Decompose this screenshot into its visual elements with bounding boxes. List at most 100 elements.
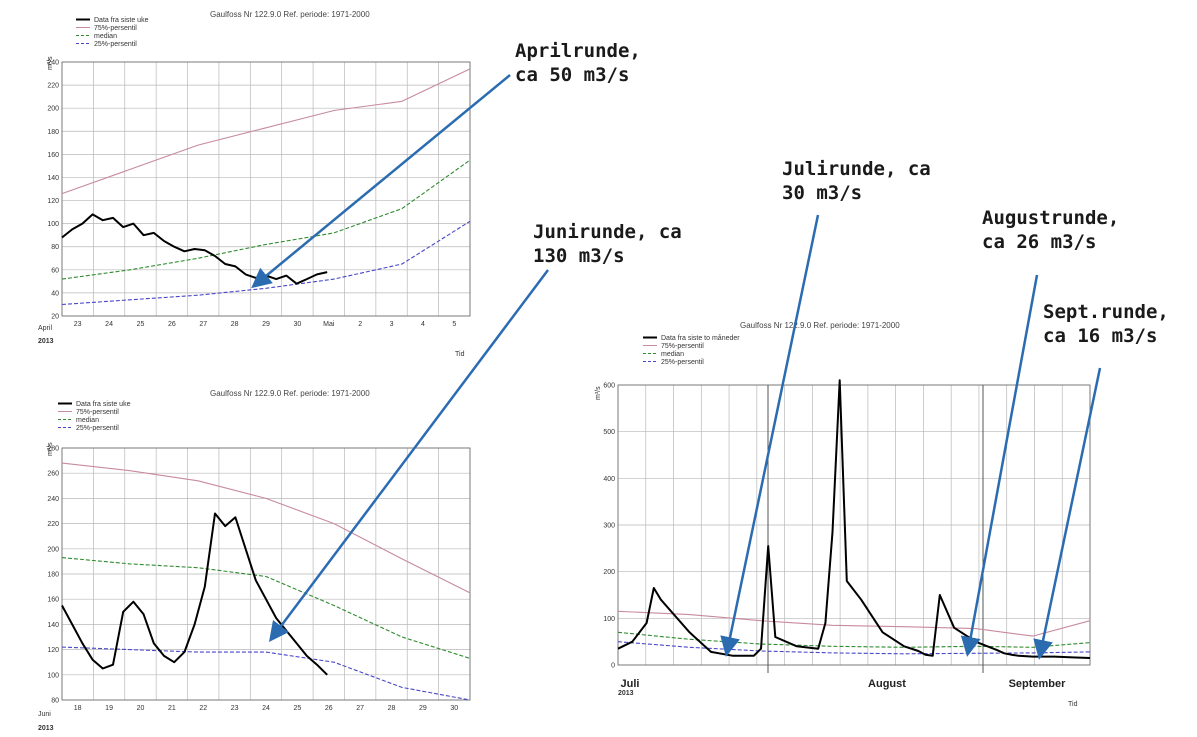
series-line-1: [617, 379, 1091, 659]
y-tick-label: 100: [47, 221, 59, 228]
legend-label: median: [94, 33, 117, 40]
y-tick-label: 160: [47, 152, 59, 159]
annotation-text: 130 m3/s: [533, 245, 625, 267]
series-line-1: [61, 213, 328, 285]
x-tick-label: 29: [262, 321, 270, 328]
annotation-5: Sept.runde,ca 16 m3/s: [1033, 301, 1169, 660]
series-line-3: [61, 557, 471, 659]
x-period-label: April: [38, 325, 52, 332]
legend-label: 25%-persentil: [94, 41, 137, 48]
y-tick-label: 300: [603, 523, 615, 530]
y-tick-label: 400: [603, 476, 615, 483]
y-tick-label: 240: [47, 60, 59, 67]
x-axis-label: Tid: [455, 351, 465, 358]
legend-label: 75%-persentil: [94, 25, 137, 32]
y-tick-label: 120: [47, 198, 59, 205]
annotation-arrow: [960, 274, 1039, 657]
x-tick-label: 26: [325, 705, 333, 712]
x-tick-label: 3: [390, 321, 394, 328]
y-tick-label: 0: [611, 663, 615, 670]
y-tick-label: 180: [47, 572, 59, 579]
x-tick-label: Mai: [323, 321, 335, 328]
plot-frame: [617, 384, 1091, 666]
annotation-text: ca 26 m3/s: [982, 231, 1096, 253]
series-line-4: [617, 641, 1091, 655]
annotation-text: 30 m3/s: [782, 182, 862, 204]
y-axis-label: m³/s: [47, 56, 54, 70]
chart-title: Gaulfoss Nr 122.9.0 Ref. periode: 1971-2…: [740, 321, 900, 330]
y-tick-label: 600: [603, 383, 615, 390]
x-tick-label: 2: [358, 321, 362, 328]
x-year-label: 2013: [618, 690, 634, 697]
y-tick-label: 100: [603, 616, 615, 623]
x-tick-label: 29: [419, 705, 427, 712]
y-tick-label: 200: [47, 106, 59, 113]
chart-title: Gaulfoss Nr 122.9.0 Ref. periode: 1971-2…: [210, 10, 370, 19]
x-tick-label: 18: [74, 705, 82, 712]
x-tick-label: 22: [199, 705, 207, 712]
annotation-1: Aprilrunde,ca 50 m3/s: [251, 40, 641, 289]
series-line-4: [61, 646, 471, 701]
legend-label: median: [76, 417, 99, 424]
y-axis-label: m³/s: [595, 386, 602, 400]
y-tick-label: 220: [47, 521, 59, 528]
series-line-1: [61, 512, 328, 676]
annotation-4: Augustrunde,ca 26 m3/s: [960, 207, 1119, 657]
y-tick-label: 80: [51, 244, 59, 251]
y-axis-label: m³/s: [47, 442, 54, 456]
series-line-3: [617, 631, 1091, 648]
x-year-label: 2013: [38, 725, 54, 732]
y-tick-label: 120: [47, 647, 59, 654]
legend-label: 25%-persentil: [76, 425, 119, 432]
annotation-arrow: [269, 269, 549, 642]
legend-label: Data fra siste uke: [94, 17, 149, 24]
legend-label: 75%-persentil: [661, 343, 704, 350]
x-axis-label: Tid: [1068, 701, 1078, 708]
x-tick-label: 21: [168, 705, 176, 712]
legend-label: median: [661, 351, 684, 358]
annotation-arrow: [720, 214, 820, 657]
y-tick-label: 500: [603, 429, 615, 436]
annotation-arrow: [1033, 367, 1102, 660]
annotation-text: Aprilrunde,: [515, 40, 641, 62]
x-tick-label: 27: [356, 705, 364, 712]
x-tick-label: 5: [452, 321, 456, 328]
x-tick-label: 26: [168, 321, 176, 328]
x-tick-label: 28: [231, 321, 239, 328]
series-line-2: [61, 462, 471, 594]
y-tick-label: 140: [47, 622, 59, 629]
x-tick-label: Juli: [621, 678, 640, 690]
legend-label: 25%-persentil: [661, 359, 704, 366]
x-tick-label: 25: [137, 321, 145, 328]
y-tick-label: 80: [51, 698, 59, 705]
chart-2: 80 100 120 140 160 180 200 220 240 260 280 18 19 20 21…: [38, 389, 471, 732]
legend-label: Data fra siste to måneder: [661, 334, 740, 342]
y-tick-label: 200: [603, 569, 615, 576]
x-tick-label: 24: [262, 705, 270, 712]
plot-frame: [61, 447, 471, 701]
x-tick-label: 25: [293, 705, 301, 712]
x-tick-label: 4: [421, 321, 425, 328]
annotation-text: Sept.runde,: [1043, 301, 1169, 323]
y-tick-label: 180: [47, 129, 59, 136]
y-tick-label: 20: [51, 314, 59, 321]
y-tick-label: 160: [47, 597, 59, 604]
series-line-2: [61, 68, 471, 195]
legend-label: Data fra siste uke: [76, 401, 131, 408]
x-tick-label: 19: [105, 705, 113, 712]
x-tick-label: 23: [74, 321, 82, 328]
plot-frame: [61, 61, 471, 317]
x-tick-label: August: [868, 678, 906, 690]
x-tick-label: 28: [388, 705, 396, 712]
series-line-2: [617, 610, 1091, 637]
annotation-arrow: [251, 74, 511, 289]
annotation-text: ca 50 m3/s: [515, 64, 629, 86]
annotation-text: Julirunde, ca: [782, 158, 931, 180]
x-tick-label: 30: [293, 321, 301, 328]
y-tick-label: 140: [47, 175, 59, 182]
x-tick-label: 20: [137, 705, 145, 712]
x-tick-label: 24: [105, 321, 113, 328]
